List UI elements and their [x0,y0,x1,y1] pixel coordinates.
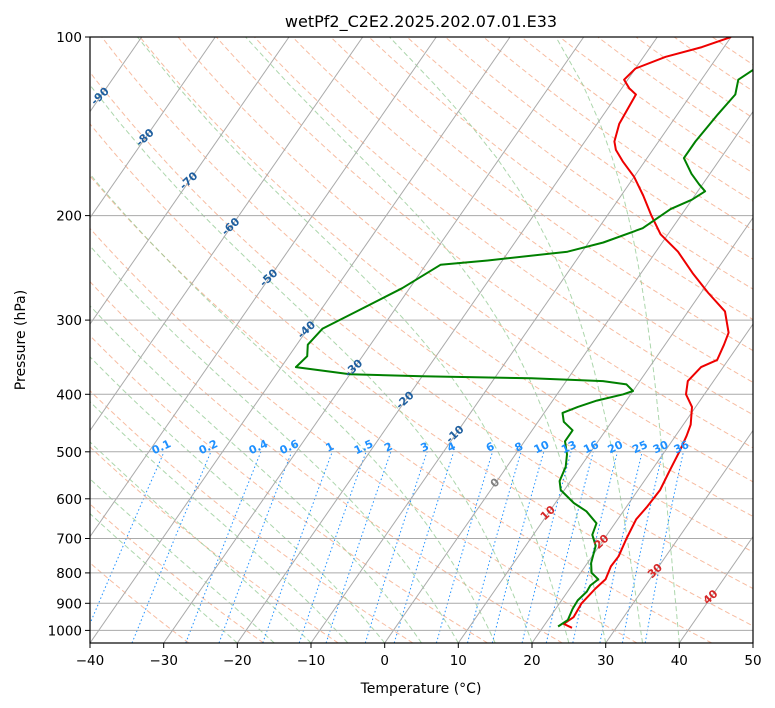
y-tick-label: 900 [56,596,82,612]
x-tick-label: 0 [380,653,389,669]
temperature-line [562,37,732,629]
dry-adiabat [90,123,753,627]
dry-adiabat [215,37,753,449]
y-tick-label: 600 [56,492,82,508]
mixing-ratio-line [262,451,333,643]
y-tick-label: 200 [56,209,82,225]
mixing-ratio-line [393,451,455,643]
isotherm-line [163,37,585,643]
x-axis-label: Temperature (°C) [360,681,482,697]
dry-adiabat [90,446,339,643]
isotherm-line [678,535,753,643]
x-tick-label: −10 [297,653,326,669]
x-tick-label: −40 [76,653,105,669]
mixing-ratio-label: 20 [606,438,626,456]
mixing-ratio-line [364,451,428,643]
mixing-ratio-line [298,451,367,643]
mixing-ratio-line [644,451,684,643]
mixing-ratio-label: 10 [532,438,552,456]
y-tick-label: 300 [56,313,82,329]
x-tick-label: −30 [149,653,178,669]
moist-adiabat [555,37,680,643]
mixing-ratio-line [599,451,643,643]
background-lines [90,37,753,643]
y-tick-label: 400 [56,387,82,403]
y-tick-label: 800 [56,566,82,582]
isotherm-line [605,429,753,643]
mixing-ratio-line [621,451,664,643]
moist-adiabat [90,478,275,643]
mixing-ratio-label: 30 [651,438,671,456]
dry-adiabat [254,37,753,416]
mixing-ratio-label: 25 [630,438,649,456]
dry-adiabat [597,37,753,146]
isotherm-line [90,37,511,643]
x-tick-label: 10 [450,653,467,669]
dry-adiabat [90,71,753,590]
isotherm-line [457,216,753,643]
isotherm-line [90,37,437,538]
moist-adiabat [90,356,386,643]
profile-lines [294,37,753,629]
mixing-ratio-line [491,451,545,643]
isotherm-line [236,37,658,643]
dry-adiabat [90,280,563,643]
x-tick-label: 40 [671,653,688,669]
moist-adiabat [90,305,422,643]
isotherm-line [90,37,364,432]
x-tick-label: 50 [744,653,761,669]
x-tick-label: 30 [597,653,614,669]
dry-adiabat [406,37,753,290]
moist-adiabat [90,512,238,643]
mixing-ratio-line [521,451,572,643]
axes: −40 −30 −20 −10 0 10 20 30 40 50 100 200 300 400 500 60… [48,30,762,669]
dry-adiabat [101,37,753,553]
mixing-ratio-line [435,451,493,643]
isotherm-line [90,37,216,219]
y-tick-label: 100 [56,30,82,46]
isotherm-line [384,110,753,643]
dry-adiabat [368,37,753,321]
dry-adiabat [483,37,753,231]
mixing-ratio-line [90,451,165,625]
mixing-ratio-line [325,451,392,643]
moist-adiabat [90,245,459,643]
mixing-ratio-label: 13 [559,438,578,456]
mixing-ratio-line [131,451,212,643]
mixing-ratio-line [572,451,618,643]
x-tick-label: 20 [523,653,540,669]
moist-adiabat [90,400,349,643]
dry-adiabat [90,335,488,643]
mixing-ratio-label: 16 [581,438,601,456]
dry-adiabat [292,37,753,383]
dry-adiabat [90,227,638,643]
y-tick-label: 1000 [48,623,82,639]
chart-title: wetPf2_C2E2.2025.202.07.01.E33 [285,12,557,32]
moist-adiabat [90,441,312,643]
dewpoint-line [294,68,753,628]
plot-frame [89,36,754,644]
moist-adiabat [90,84,533,643]
x-tick-label: −20 [223,653,252,669]
dry-adiabat [90,503,264,643]
dry-adiabat [90,175,712,643]
mixing-ratio-line [467,451,522,643]
isotherm-line [90,37,290,326]
y-tick-label: 700 [56,532,82,548]
dry-adiabat [90,390,414,643]
mixing-ratio-label: 36 [672,438,692,456]
dry-adiabat [330,37,753,352]
y-axis-label: Pressure (hPa) [13,290,29,390]
y-tick-label: 500 [56,445,82,461]
isotherm-line [531,323,753,643]
isotherm-line [310,37,732,643]
